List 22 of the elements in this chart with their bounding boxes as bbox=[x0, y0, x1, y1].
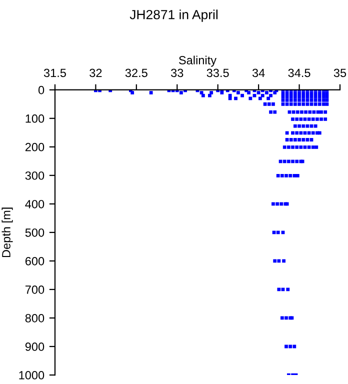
y-tick-label: 100 bbox=[26, 114, 44, 123]
x-tick-label: 33.5 bbox=[206, 68, 229, 78]
x-tick-label: 33 bbox=[171, 68, 184, 78]
y-tick-label: 700 bbox=[25, 286, 44, 294]
y-tick-label: 800 bbox=[25, 314, 44, 322]
y-tick-label: 500 bbox=[25, 228, 44, 237]
y-tick-label: 600 bbox=[25, 256, 44, 266]
x-tick-label: 34 bbox=[252, 68, 265, 78]
y-axis-title: Depth [m] bbox=[2, 208, 13, 258]
chart-title: JH2871 in April bbox=[130, 10, 218, 22]
y-tick-label: 300 bbox=[25, 171, 44, 180]
x-tick-label: 32.5 bbox=[125, 68, 148, 78]
y-tick-label: 1000 bbox=[19, 371, 44, 380]
x-tick-label: 34.5 bbox=[288, 68, 310, 78]
x-axis-title: Salinity bbox=[179, 56, 216, 67]
y-tick-label: 200 bbox=[25, 142, 44, 152]
y-tick-label: 0 bbox=[38, 86, 44, 94]
x-tick-label: 32 bbox=[90, 68, 102, 78]
y-tick-label: 900 bbox=[25, 342, 44, 351]
x-tick-label: 31.5 bbox=[44, 68, 66, 78]
y-tick-label: 400 bbox=[25, 200, 44, 208]
x-tick-label: 35 bbox=[334, 68, 346, 78]
